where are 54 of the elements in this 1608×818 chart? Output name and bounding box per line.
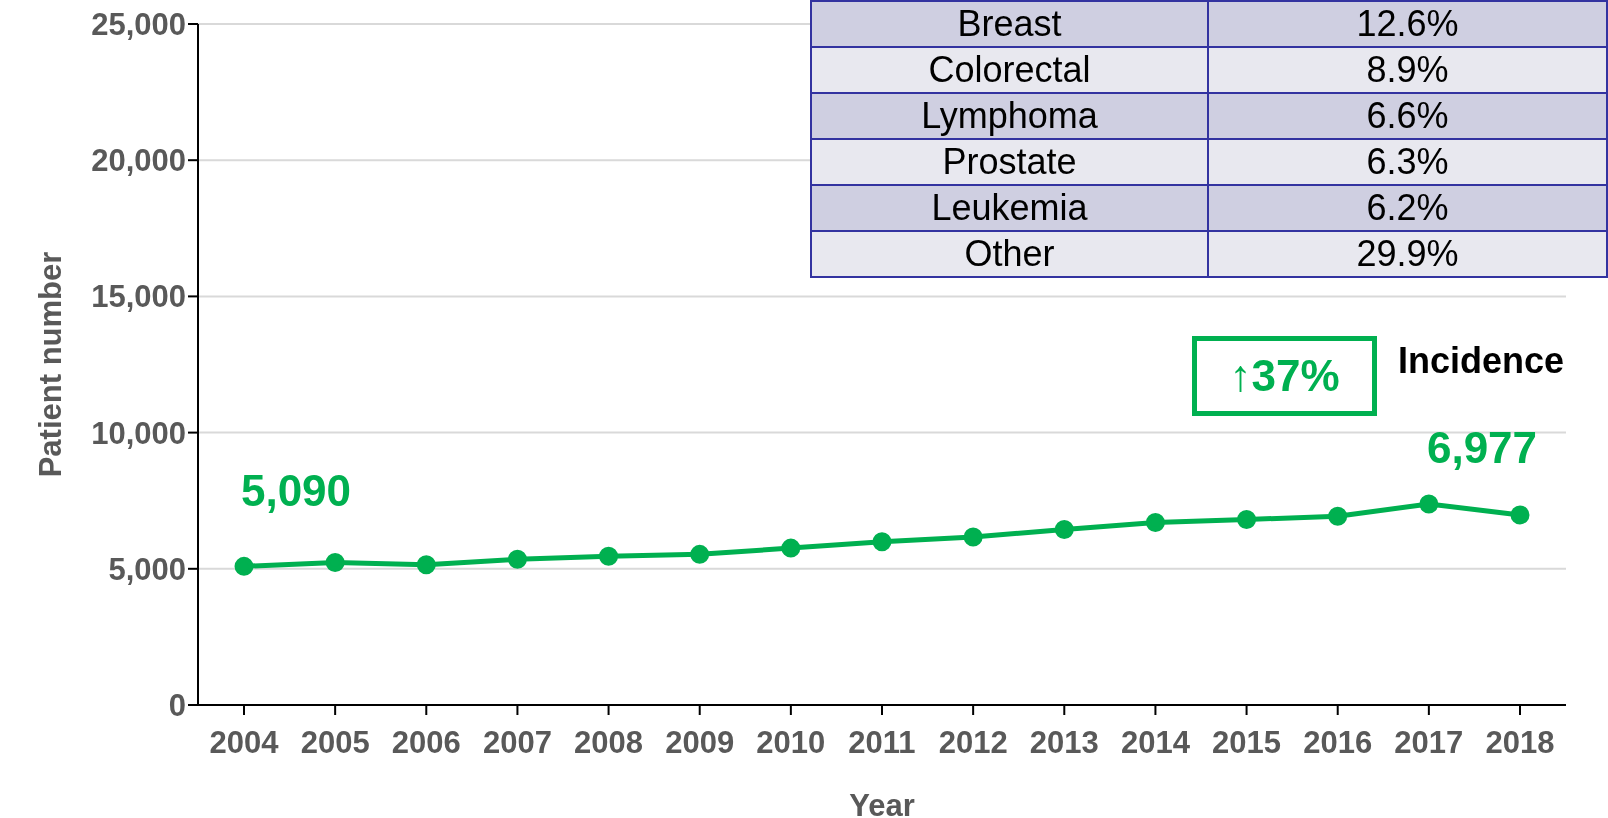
data-label: 6,977 — [1426, 422, 1538, 472]
annotation: 29.9% — [1208, 231, 1607, 277]
y-tick-label: 10,000 — [91, 415, 186, 451]
x-tick-label: 2009 — [665, 725, 735, 761]
y-tick-label: 5,000 — [108, 551, 186, 587]
x-tick-label: 2017 — [1394, 725, 1464, 761]
point — [234, 556, 254, 576]
x-axis-title: Year — [849, 788, 915, 818]
point — [325, 553, 345, 573]
y-tick-label: 0 — [168, 688, 186, 724]
y-tick-label: 25,000 — [91, 7, 186, 43]
x-tick-label: 2014 — [1120, 725, 1191, 761]
y-axis-title: Patient number — [33, 251, 69, 478]
x-tick-label: 2004 — [209, 725, 280, 761]
annotation: Colorectal — [811, 47, 1208, 93]
x-tick-label: 2015 — [1212, 725, 1282, 761]
y-tick-label: 15,000 — [91, 279, 186, 315]
x-tick-label: 2005 — [300, 725, 370, 761]
x-tick-label: 2016 — [1303, 725, 1373, 761]
point — [872, 532, 892, 552]
x-tick-label: 2012 — [938, 725, 1008, 761]
annotation: Prostate — [811, 139, 1208, 185]
x-tick-label: 2013 — [1029, 725, 1099, 761]
annotation: Other — [811, 231, 1208, 277]
point — [1237, 510, 1257, 529]
x-tick-label: 2008 — [574, 725, 644, 761]
rectangle-outline: ↑37% — [1192, 336, 1377, 416]
x-tick-label: 2010 — [756, 725, 826, 761]
annotation: Lymphoma — [811, 93, 1208, 139]
annotation: 6.2% — [1208, 185, 1607, 231]
point — [416, 555, 436, 575]
x-tick-label: 2006 — [391, 725, 461, 761]
annotation: Breast — [811, 1, 1208, 47]
annotation: 6.3% — [1208, 139, 1607, 185]
x-tick-label: 2018 — [1485, 725, 1555, 761]
point — [1054, 520, 1074, 540]
point — [1510, 505, 1530, 525]
point — [963, 527, 983, 547]
x-tick-label: 2007 — [482, 725, 552, 761]
point — [1145, 512, 1165, 532]
annotation: 12.6% — [1208, 1, 1607, 47]
point — [599, 546, 619, 566]
text: Incidence — [1398, 340, 1565, 382]
point — [1419, 494, 1439, 514]
point — [1328, 506, 1348, 526]
x-tick-label: 2011 — [848, 725, 916, 761]
annotation: 8.9% — [1208, 47, 1607, 93]
data-label: 5,090 — [240, 466, 352, 516]
point — [781, 538, 801, 558]
annotation: 6.6% — [1208, 93, 1607, 139]
y-tick-label: 20,000 — [91, 143, 186, 179]
point — [507, 549, 527, 569]
point — [690, 544, 710, 564]
annotation: Leukemia — [811, 185, 1208, 231]
